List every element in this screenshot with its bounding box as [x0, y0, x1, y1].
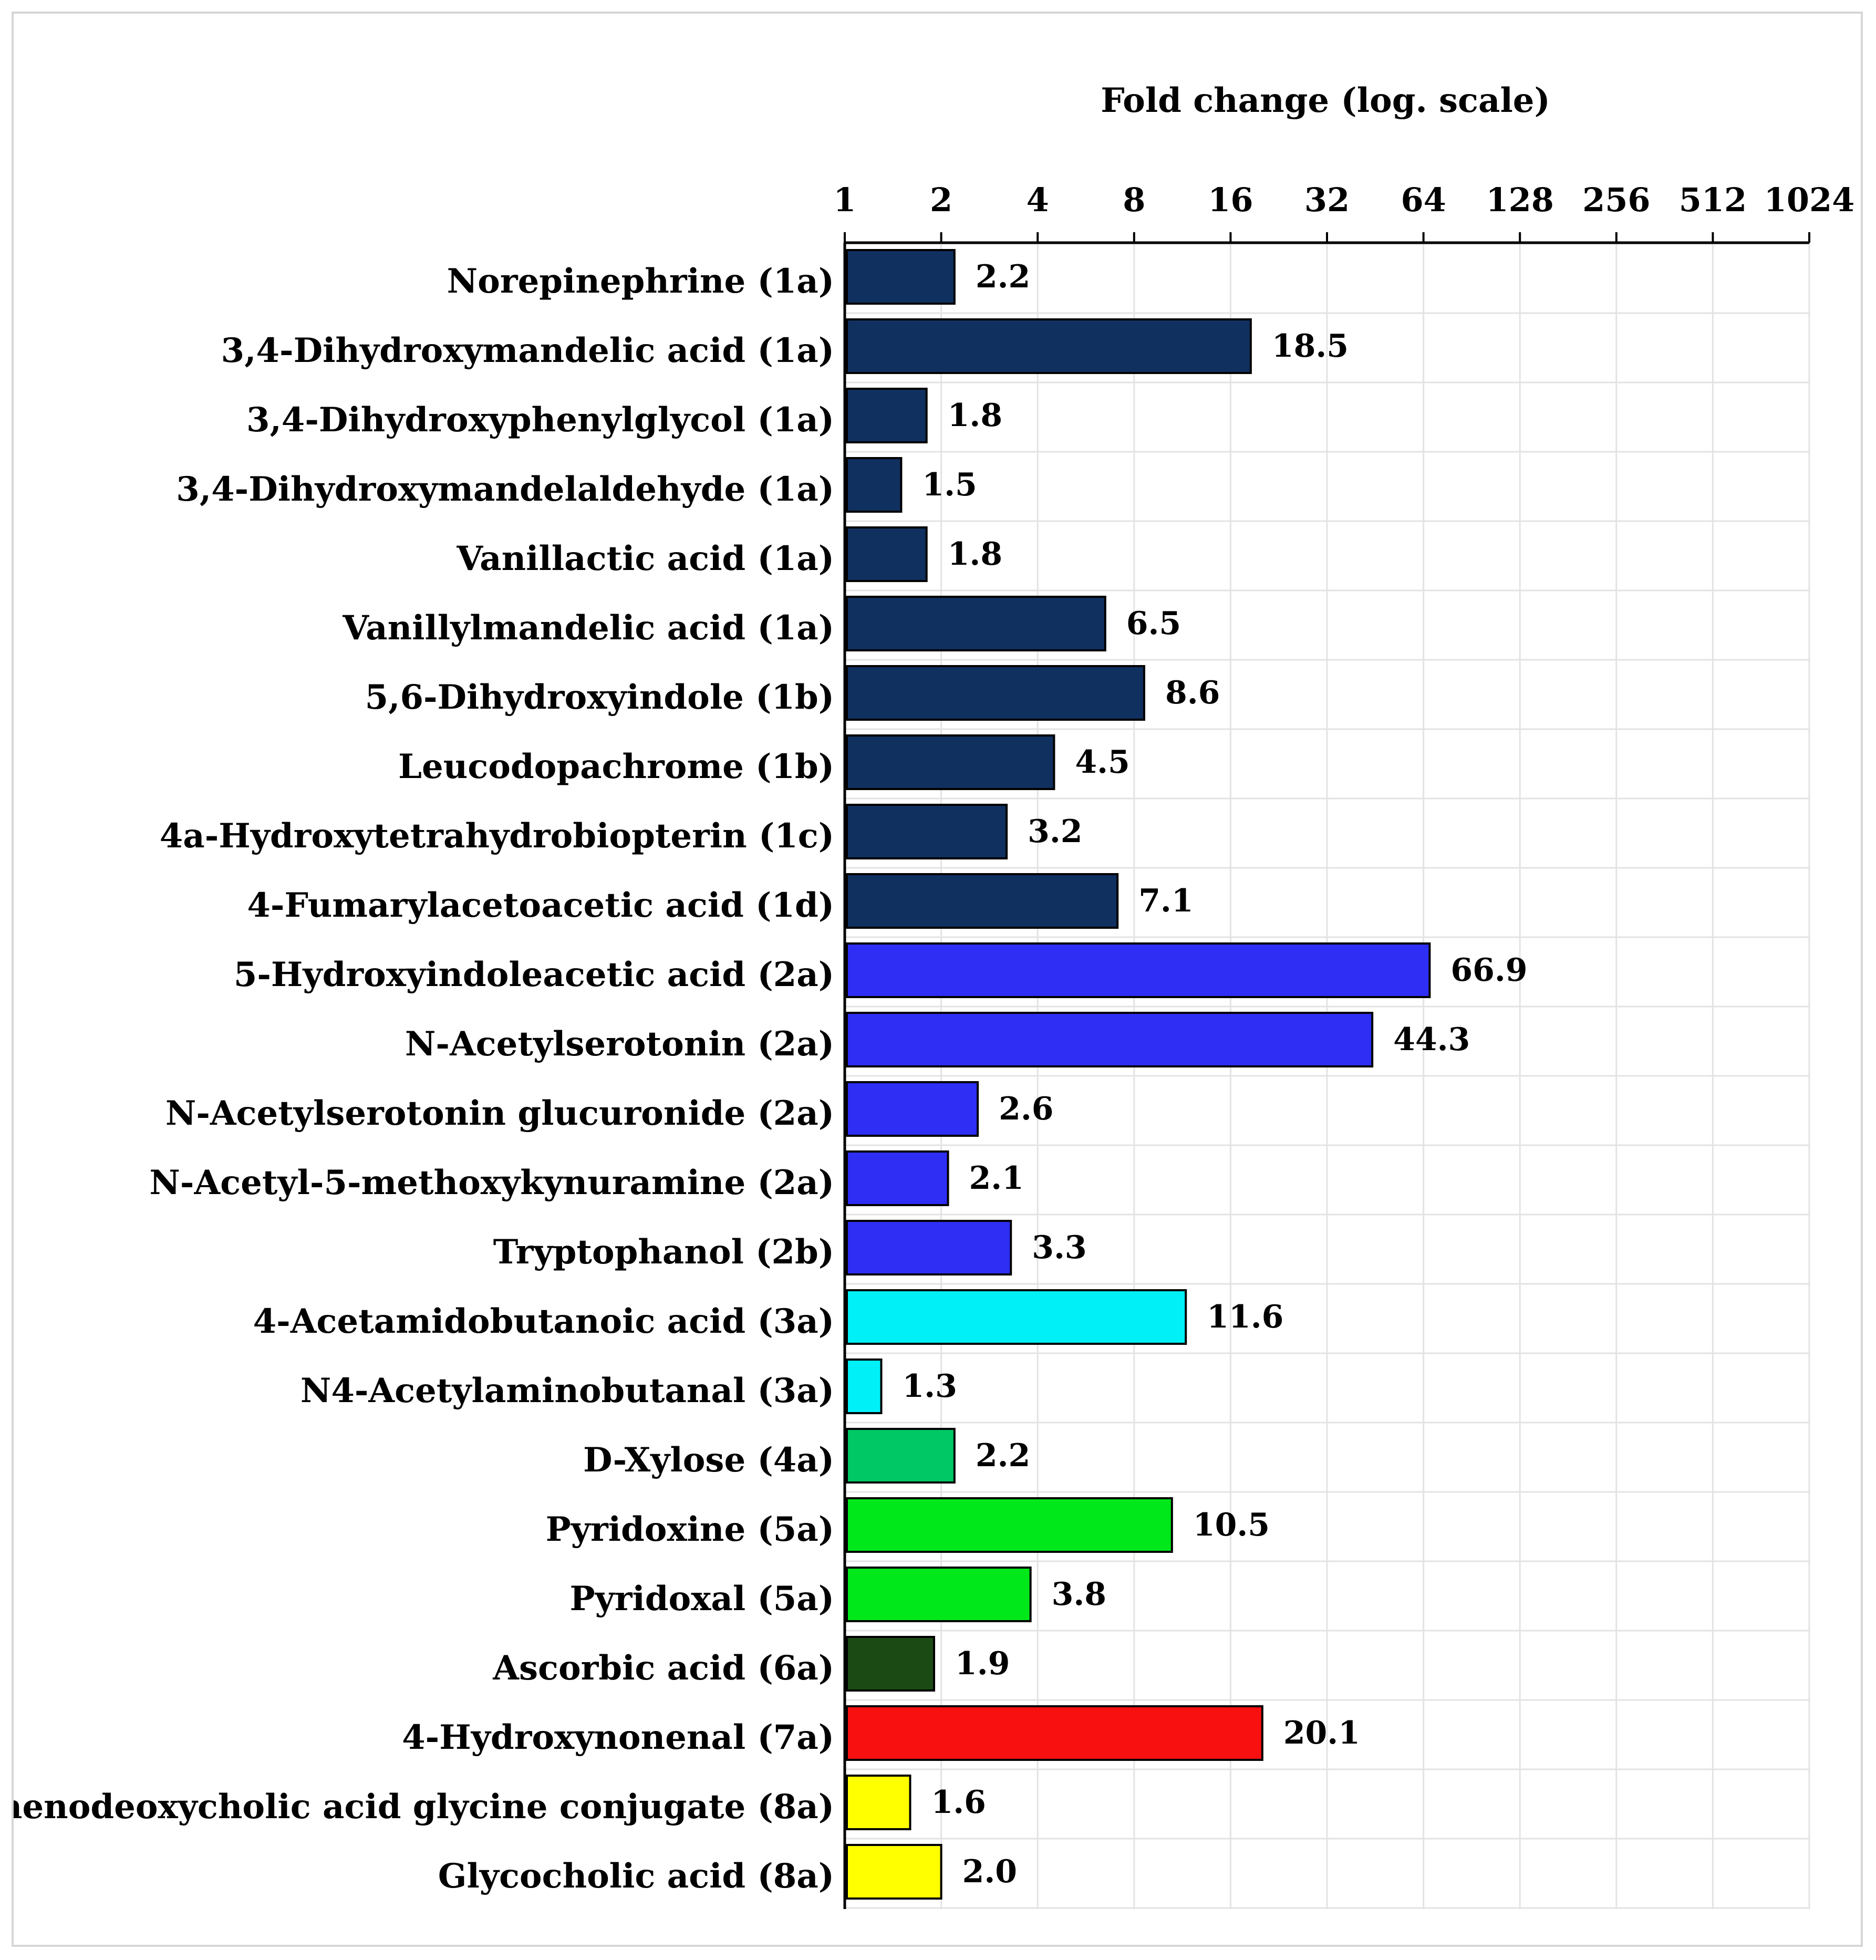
- category-labels: Norepinephrine (1a) 3,4-Dihydroxymandelic…: [14, 262, 834, 1896]
- value-label: 2.6: [999, 1091, 1053, 1127]
- value-label: 66.9: [1450, 952, 1527, 989]
- value-label: 8.6: [1165, 675, 1220, 711]
- bar: [846, 1012, 1374, 1067]
- value-label: 1.5: [922, 466, 977, 503]
- category-label: 4-Acetamidobutanoic acid (3a): [253, 1302, 834, 1341]
- value-label: 11.6: [1207, 1299, 1283, 1335]
- bar: [846, 1428, 956, 1484]
- x-tick-label: 32: [1304, 181, 1350, 219]
- bar: [846, 1775, 911, 1830]
- x-axis-title: Fold change (log. scale): [1101, 81, 1550, 120]
- category-label: 4-Fumarylacetoacetic acid (1d): [247, 886, 834, 925]
- value-label: 2.2: [976, 1437, 1030, 1474]
- category-label: 3,4-Dihydroxyphenylglycol (1a): [246, 400, 834, 440]
- bar: [846, 1081, 979, 1137]
- category-label: Tryptophanol (2b): [493, 1232, 834, 1272]
- value-label: 3.8: [1052, 1576, 1106, 1613]
- value-label: 1.3: [902, 1368, 957, 1405]
- category-label: Vanillylmandelic acid (1a): [342, 608, 834, 648]
- x-tick-label: 256: [1582, 181, 1650, 219]
- category-label: 3,4-Dihydroxymandelic acid (1a): [221, 331, 834, 370]
- category-label: Pyridoxine (5a): [546, 1510, 834, 1549]
- bar: [846, 873, 1119, 929]
- value-label: 1.6: [931, 1784, 986, 1821]
- bar: [846, 526, 928, 582]
- category-label: 5,6-Dihydroxyindole (1b): [365, 678, 834, 717]
- x-tick-label: 128: [1486, 181, 1553, 219]
- x-tick-label: 64: [1401, 181, 1446, 219]
- bar: [846, 804, 1008, 859]
- bar: [846, 1636, 936, 1692]
- value-labels: 2.2 18.5 1.8 1.5 1.8 6.5 8.6 4.5 3.2 7.1 66.9 44.3 2…: [902, 258, 1527, 1890]
- category-label: N-Acetylserotonin (2a): [405, 1024, 834, 1064]
- x-tick-label: 2: [930, 181, 952, 219]
- category-label: 3,4-Dihydroxymandelaldehyde (1a): [176, 470, 834, 509]
- value-label: 3.2: [1028, 813, 1082, 850]
- category-label: 5-Hydroxyindoleacetic acid (2a): [234, 955, 834, 994]
- x-tick-label: 16: [1208, 181, 1253, 219]
- category-label: Leucodopachrome (1b): [398, 747, 834, 786]
- bar: [846, 665, 1145, 721]
- value-label: 1.8: [948, 536, 1002, 573]
- category-label: Norepinephrine (1a): [447, 262, 834, 301]
- category-label: Vanillactic acid (1a): [456, 539, 834, 578]
- gridlines: [845, 243, 1810, 1909]
- value-label: 18.5: [1272, 328, 1349, 365]
- x-tick-label: 8: [1123, 181, 1145, 219]
- x-tick-label: 1024: [1764, 181, 1855, 219]
- category-label: D-Xylose (4a): [583, 1440, 834, 1480]
- x-tick-label: 1: [833, 181, 856, 219]
- value-label: 1.9: [955, 1645, 1010, 1682]
- category-label: N4-Acetylaminobutanal (3a): [300, 1371, 834, 1411]
- value-label: 1.8: [948, 397, 1002, 434]
- bar: [846, 1844, 942, 1900]
- category-label: Pyridoxal (5a): [569, 1579, 834, 1619]
- value-label: 10.5: [1193, 1507, 1270, 1543]
- bar: [846, 1705, 1263, 1761]
- bar: [846, 1150, 949, 1206]
- bar: [846, 388, 928, 443]
- category-label: 4-Hydroxynonenal (7a): [402, 1718, 834, 1757]
- bar: [846, 734, 1055, 790]
- figure-frame: 1 2 4 8 16 32 64 128 256 512 1024 Norepinephrine (…: [12, 12, 1863, 1947]
- bar: [846, 1289, 1187, 1345]
- category-label: N-Acetyl-5-methoxykynuramine (2a): [149, 1163, 834, 1202]
- value-label: 2.2: [976, 258, 1030, 295]
- category-label: N-Acetylserotonin glucuronide (2a): [165, 1094, 834, 1133]
- value-label: 6.5: [1126, 605, 1181, 642]
- bar: [846, 318, 1252, 374]
- category-label: Ascorbic acid (6a): [492, 1648, 834, 1688]
- bar: [846, 942, 1431, 998]
- x-tick-label: 4: [1027, 181, 1049, 219]
- value-label: 2.0: [962, 1853, 1017, 1890]
- bar: [846, 1220, 1012, 1275]
- bar: [846, 1358, 883, 1414]
- x-tick-label: 512: [1679, 181, 1747, 219]
- bars: [846, 249, 1431, 1900]
- category-label: Glycocholic acid (8a): [438, 1857, 834, 1896]
- x-axis: 1 2 4 8 16 32 64 128 256 512 1024: [833, 181, 1854, 1909]
- category-label: 4a-Hydroxytetrahydrobiopterin (1c): [160, 816, 834, 856]
- value-label: 3.3: [1032, 1229, 1086, 1266]
- value-label: 20.1: [1283, 1715, 1360, 1751]
- bar: [846, 457, 903, 513]
- bar: [846, 596, 1106, 651]
- value-label: 4.5: [1075, 744, 1129, 781]
- bar: [846, 1497, 1173, 1553]
- value-label: 2.1: [969, 1160, 1024, 1197]
- bar-chart: 1 2 4 8 16 32 64 128 256 512 1024 Norepinephrine (…: [14, 81, 1854, 1909]
- category-label: Chenodeoxycholic acid glycine conjugate …: [14, 1787, 834, 1827]
- value-label: 7.1: [1138, 883, 1193, 919]
- bar: [846, 249, 956, 305]
- value-label: 44.3: [1393, 1021, 1470, 1058]
- bar: [846, 1567, 1032, 1622]
